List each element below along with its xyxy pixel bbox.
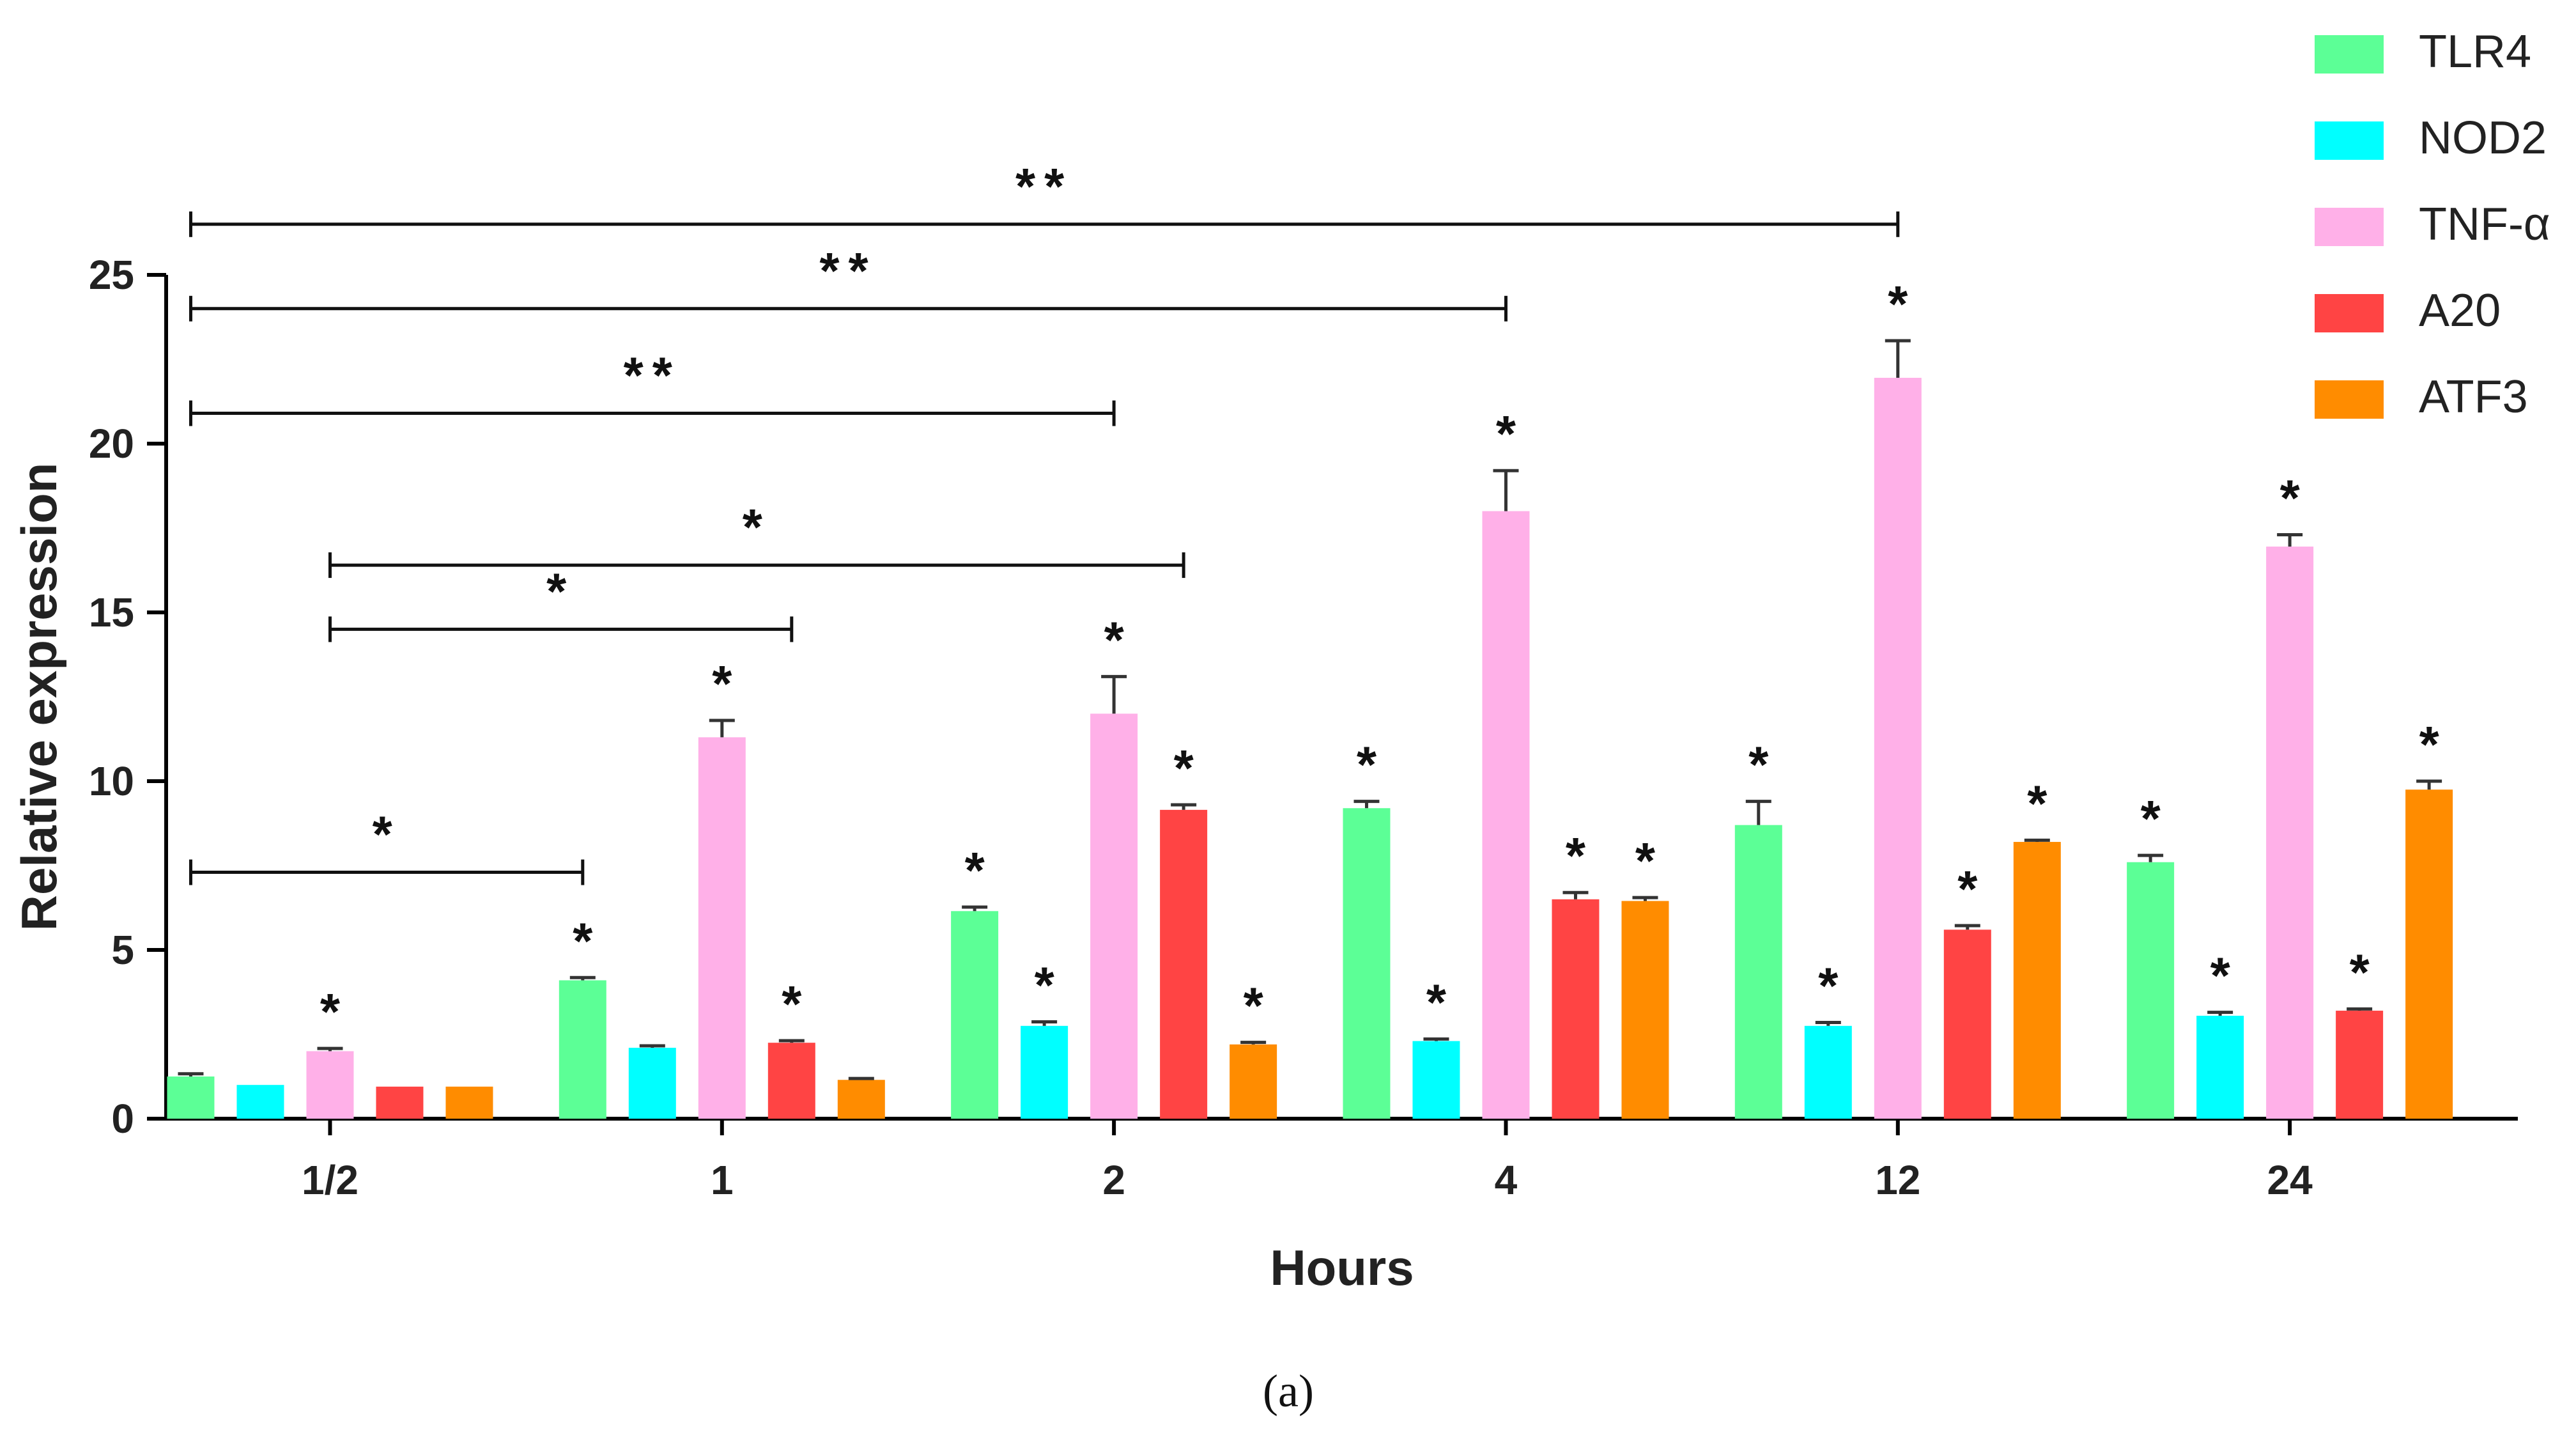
significance-marker: * — [1174, 740, 1194, 797]
significance-marker: * — [1496, 405, 1516, 462]
bar-a20-4 — [1552, 899, 1600, 1119]
comparison-label: ** — [1015, 158, 1073, 215]
bar-atf3-4 — [1621, 901, 1669, 1119]
bar-nod2-12 — [1804, 1025, 1852, 1119]
significance-marker: * — [2419, 716, 2440, 773]
significance-marker: * — [2210, 947, 2231, 1004]
x-axis-label: Hours — [1270, 1240, 1414, 1296]
y-tick-label: 15 — [89, 589, 134, 635]
significance-comparisons: ********* — [189, 158, 1900, 885]
x-tick-label: 12 — [1875, 1157, 1920, 1203]
bar-tnf-2 — [1090, 713, 1138, 1119]
x-tick-label: 2 — [1102, 1157, 1125, 1203]
significance-marker: * — [2141, 790, 2161, 847]
x-tick-label: 4 — [1495, 1157, 1518, 1203]
significance-marker: * — [1888, 276, 1908, 332]
bar-nod2-24 — [2196, 1015, 2244, 1119]
significance-marker: * — [965, 842, 985, 899]
y-tick-label: 10 — [89, 758, 134, 804]
x-tick-label: 1 — [711, 1157, 734, 1203]
significance-marker: * — [573, 912, 593, 969]
x-tick-label: 1/2 — [302, 1157, 359, 1203]
bar-a20-1-2 — [376, 1086, 424, 1119]
comparison-label: ** — [819, 242, 877, 299]
legend-swatch-tnf — [2315, 208, 2384, 246]
bar-atf3-1 — [837, 1080, 885, 1119]
bar-tlr4-4 — [1343, 808, 1391, 1119]
bar-nod2-2 — [1021, 1025, 1068, 1119]
bar-nod2-1-2 — [236, 1085, 284, 1119]
significance-marker: * — [1818, 958, 1839, 1014]
bar-atf3-2 — [1230, 1044, 1277, 1119]
chart-legend: TLR4 NOD2 TNF-α A20 ATF3 — [2315, 26, 2550, 423]
bar-tlr4-12 — [1734, 825, 1782, 1119]
legend-label: TNF-α — [2419, 199, 2550, 250]
bar-nod2-1 — [628, 1048, 676, 1119]
significance-marker: * — [1748, 736, 1769, 793]
comparison-label: * — [546, 563, 575, 619]
significance-marker: * — [1357, 736, 1377, 793]
significance-marker: * — [712, 655, 732, 712]
y-tick-label: 20 — [89, 421, 134, 467]
bar-a20-1 — [767, 1043, 815, 1119]
significance-marker: * — [2350, 944, 2370, 1000]
comparison-label: ** — [624, 346, 681, 403]
legend-label: A20 — [2419, 285, 2501, 336]
legend-swatch-tlr4 — [2315, 35, 2384, 74]
figure-caption: (a) — [1263, 1365, 1314, 1417]
significance-marker: * — [1244, 977, 1264, 1034]
bar-tlr4-1 — [559, 980, 606, 1119]
y-tick-label: 0 — [111, 1096, 134, 1142]
comparison-label: * — [373, 806, 401, 863]
bar-a20-2 — [1160, 809, 1208, 1119]
bar-tnf-24 — [2266, 547, 2314, 1119]
bar-tlr4-1-2 — [167, 1076, 215, 1119]
bar-tnf-1 — [698, 737, 746, 1119]
significance-marker: * — [782, 975, 802, 1032]
comparison-label: * — [743, 499, 771, 556]
legend-swatch-atf3 — [2315, 380, 2384, 419]
chart-bars: *** *** * * **************** — [167, 276, 2453, 1119]
bar-atf3-12 — [2013, 842, 2061, 1119]
bar-tnf-12 — [1874, 378, 1922, 1119]
bar-tlr4-2 — [951, 911, 999, 1119]
legend-label: NOD2 — [2419, 113, 2547, 164]
y-tick-label: 25 — [89, 252, 134, 298]
bar-a20-12 — [1943, 929, 1991, 1119]
x-tick-label: 24 — [2267, 1157, 2313, 1203]
bar-atf3-1-2 — [445, 1086, 493, 1119]
significance-marker: * — [1035, 956, 1055, 1013]
significance-marker: * — [2027, 775, 2048, 832]
significance-marker: * — [1635, 832, 1656, 889]
bar-tnf-4 — [1482, 511, 1530, 1119]
significance-marker: * — [1426, 974, 1447, 1030]
legend-label: ATF3 — [2419, 371, 2528, 423]
bar-tnf-1-2 — [306, 1051, 354, 1119]
legend-swatch-nod2 — [2315, 121, 2384, 160]
significance-marker: * — [2280, 470, 2301, 527]
legend-swatch-a20 — [2315, 294, 2384, 332]
bar-nod2-4 — [1412, 1041, 1460, 1119]
significance-marker: * — [1957, 860, 1978, 917]
legend-label: TLR4 — [2419, 26, 2531, 77]
bar-tlr4-24 — [2127, 862, 2175, 1119]
bar-a20-24 — [2336, 1011, 2384, 1119]
y-axis-label: Relative expression — [11, 463, 67, 931]
y-tick-label: 5 — [111, 927, 134, 973]
significance-marker: * — [1104, 611, 1125, 668]
bar-atf3-24 — [2405, 789, 2453, 1119]
significance-marker: * — [320, 983, 341, 1040]
significance-marker: * — [1566, 827, 1586, 884]
